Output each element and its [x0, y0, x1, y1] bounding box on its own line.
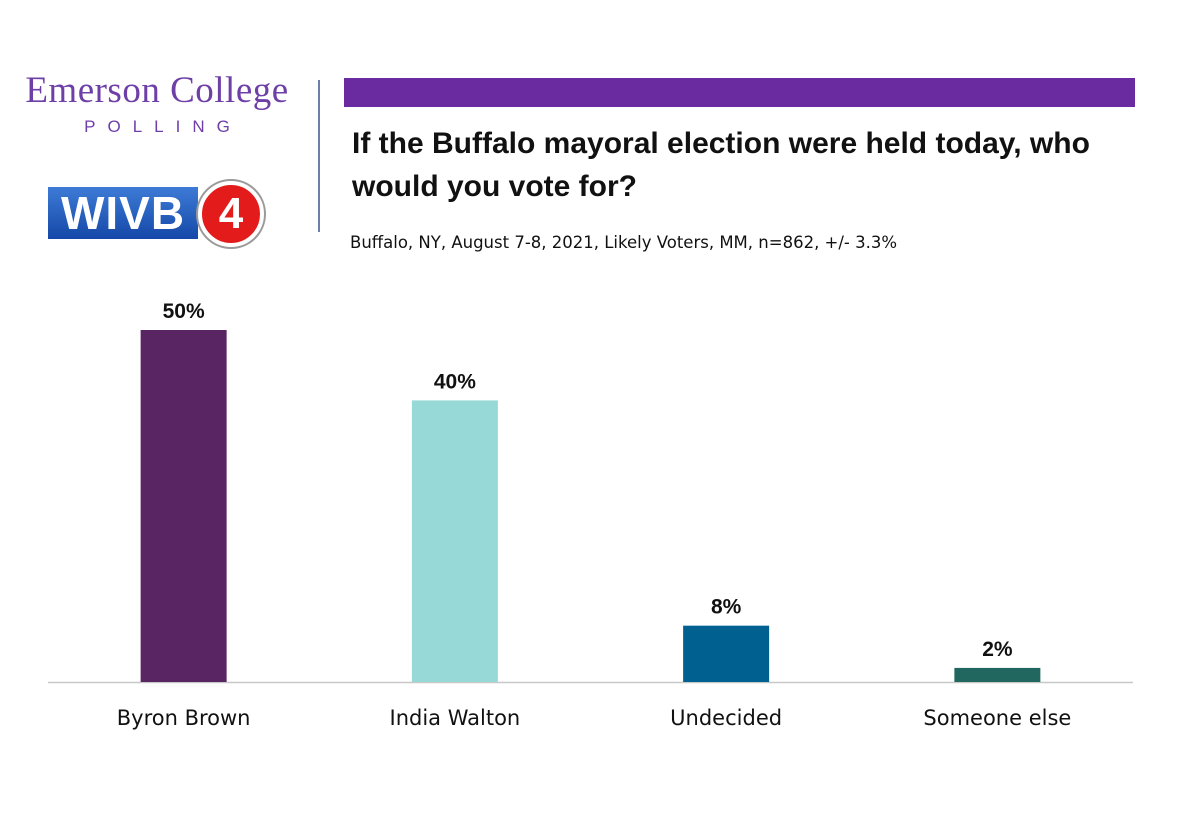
header-accent-bar — [344, 78, 1135, 107]
org-name: Emerson College — [25, 70, 289, 111]
chart-subtitle: Buffalo, NY, August 7-8, 2021, Likely Vo… — [350, 233, 898, 252]
bar-india-walton — [411, 400, 498, 682]
data-label: 2% — [982, 638, 1013, 661]
data-label: 40% — [434, 370, 476, 393]
bar-undecided — [683, 625, 770, 682]
emerson-logo: Emerson College POLLING — [12, 72, 302, 137]
category-label: Undecided — [670, 706, 782, 730]
bar-byron-brown — [140, 330, 227, 682]
wivb-logo: WIVB 4 — [48, 181, 264, 247]
data-label: 50% — [163, 300, 205, 323]
header-divider — [318, 80, 320, 232]
category-label: India Walton — [390, 706, 521, 730]
category-label: Byron Brown — [117, 706, 251, 730]
chart-title: If the Buffalo mayoral election were hel… — [352, 127, 1090, 203]
bar-someone-else — [954, 667, 1041, 682]
station-name: WIVB — [48, 187, 198, 239]
category-label: Someone else — [923, 706, 1071, 730]
channel-number-badge: 4 — [198, 181, 264, 247]
data-label: 8% — [711, 596, 742, 619]
org-subtitle: POLLING — [84, 117, 242, 136]
